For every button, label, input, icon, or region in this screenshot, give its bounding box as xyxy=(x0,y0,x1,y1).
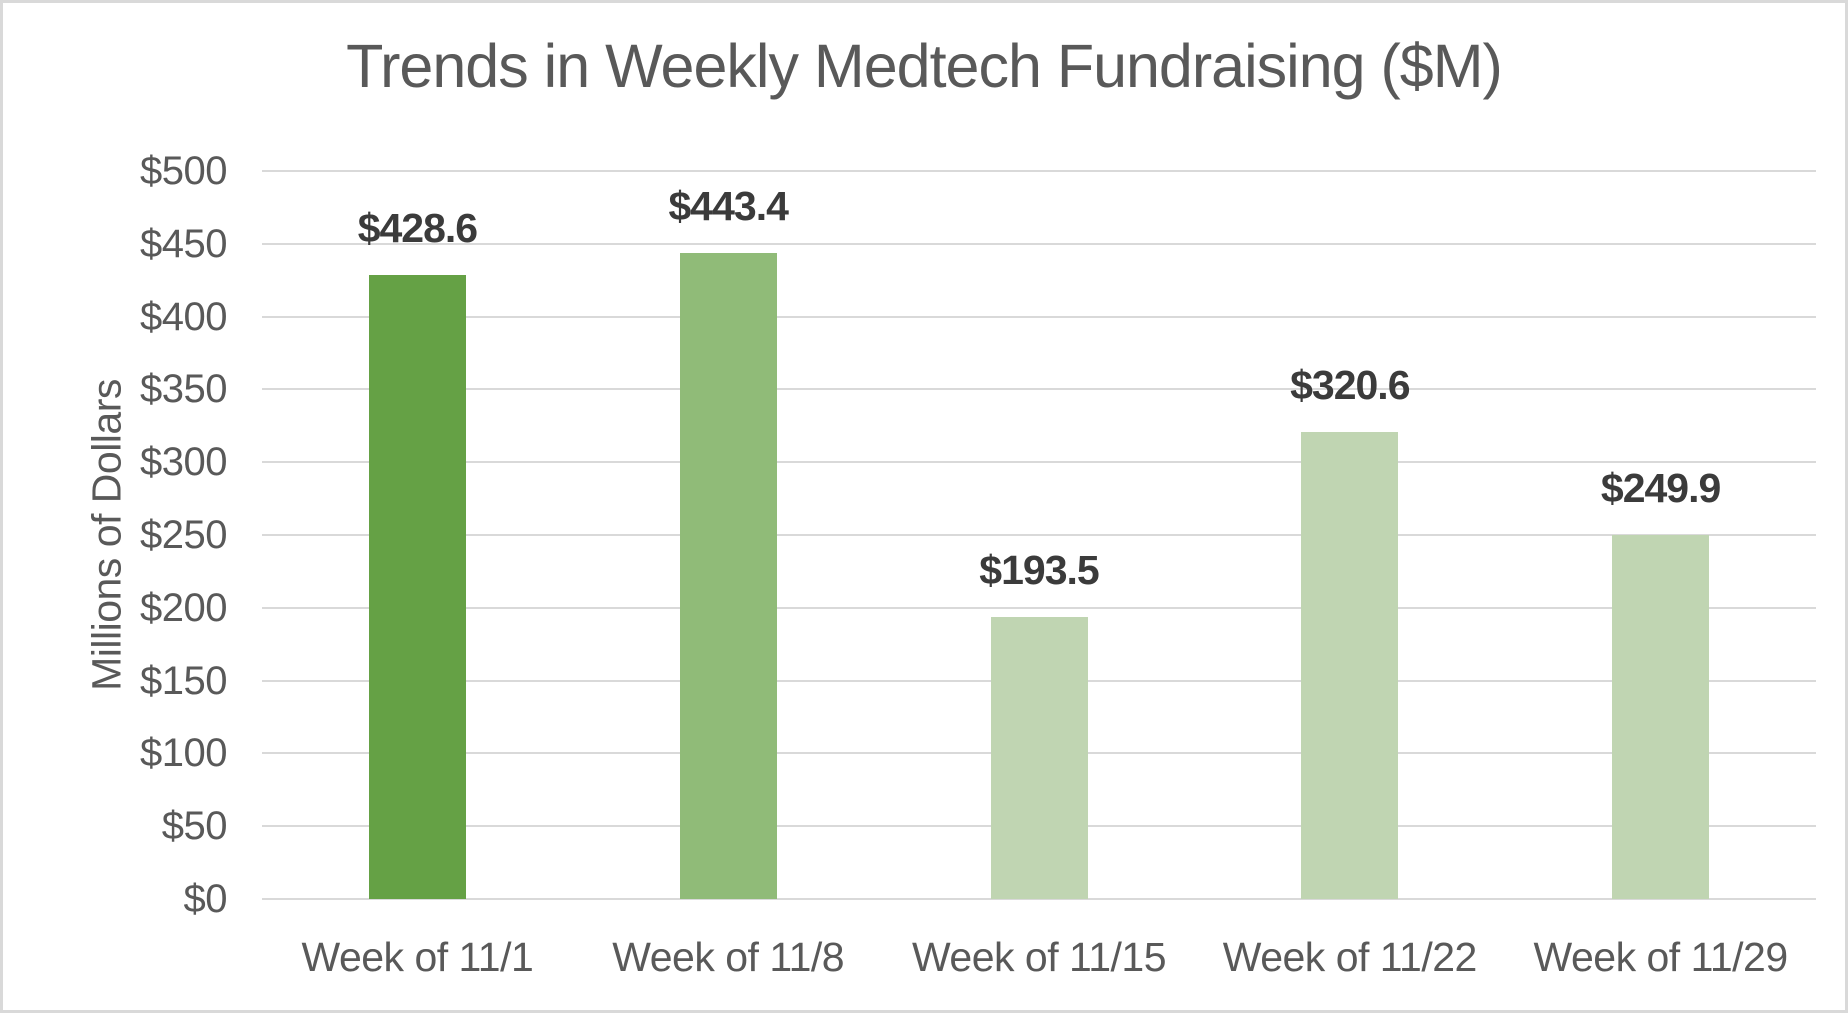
gridline xyxy=(262,170,1816,172)
plot-area: $428.6 $443.4 $193.5 $320.6 $249.9 xyxy=(262,170,1816,900)
bar-data-label: $443.4 xyxy=(668,183,788,230)
y-axis-tick-label: $350 xyxy=(140,367,227,412)
x-axis-tick-label: Week of 11/1 xyxy=(301,934,534,980)
gridline xyxy=(262,315,1816,318)
x-axis-tick-labels: Week of 11/1 Week of 11/8 Week of 11/15 Wee… xyxy=(262,933,1816,993)
x-axis-tick-label: Week of 11/22 xyxy=(1222,934,1478,980)
bar-data-label: $320.6 xyxy=(1290,362,1410,409)
chart-title: Trends in Weekly Medtech Fundraising ($M… xyxy=(346,32,1503,100)
bar-data-label: $249.9 xyxy=(1600,465,1721,512)
bar-data-label: $428.6 xyxy=(357,204,478,251)
y-axis-tick-label: $300 xyxy=(140,440,227,485)
gridline xyxy=(262,534,1816,536)
y-axis-tick-label: $250 xyxy=(140,513,227,557)
bar-data-label: $193.5 xyxy=(979,547,1099,594)
bar-week-of-11-22 xyxy=(1301,432,1399,899)
y-axis-tick-label: $200 xyxy=(140,585,227,630)
bar-week-of-11-1 xyxy=(368,274,466,899)
bar-week-of-11-8 xyxy=(679,253,777,899)
y-axis-tick-label: $100 xyxy=(140,731,227,776)
x-axis-tick-label: Week of 11/8 xyxy=(612,934,845,980)
gridline xyxy=(262,242,1816,245)
y-axis-tick-label: $500 xyxy=(140,149,227,193)
gridline xyxy=(262,898,1816,900)
x-axis-tick-label: Week of 11/29 xyxy=(1533,934,1789,980)
gridline xyxy=(262,388,1816,391)
y-axis-tick-label: $150 xyxy=(140,658,227,703)
bar-week-of-11-29 xyxy=(1612,535,1710,899)
y-axis-tick-label: $450 xyxy=(140,221,227,266)
y-axis-tick-label: $400 xyxy=(140,294,227,339)
y-axis-tick-labels: $0 $50 $100 $150 $200 $250 $300 $350 $400 $450 $50… xyxy=(3,151,228,919)
x-axis-tick-label: Week of 11/15 xyxy=(911,934,1167,980)
bar-week-of-11-15 xyxy=(990,617,1088,899)
gridline xyxy=(262,461,1816,464)
y-axis-tick-label: $50 xyxy=(161,804,228,849)
gridline xyxy=(262,606,1816,609)
y-axis-tick-label: $0 xyxy=(183,877,228,921)
